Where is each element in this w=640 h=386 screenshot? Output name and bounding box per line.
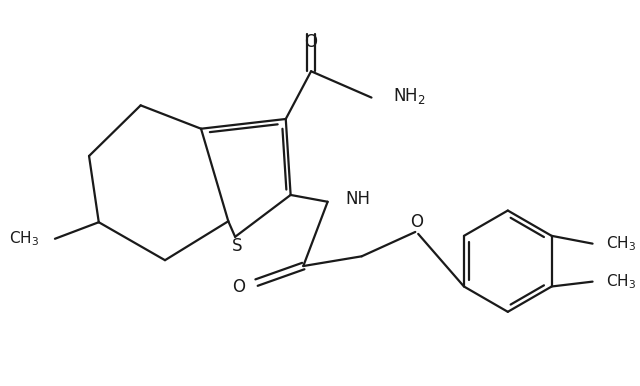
Text: CH$_3$: CH$_3$ [606,234,636,253]
Text: NH$_2$: NH$_2$ [393,86,426,106]
Text: O: O [410,213,423,231]
Text: S: S [232,237,243,255]
Text: CH$_3$: CH$_3$ [606,272,636,291]
Text: O: O [305,33,317,51]
Text: O: O [232,278,245,296]
Text: CH$_3$: CH$_3$ [9,229,40,248]
Text: NH: NH [345,190,370,208]
